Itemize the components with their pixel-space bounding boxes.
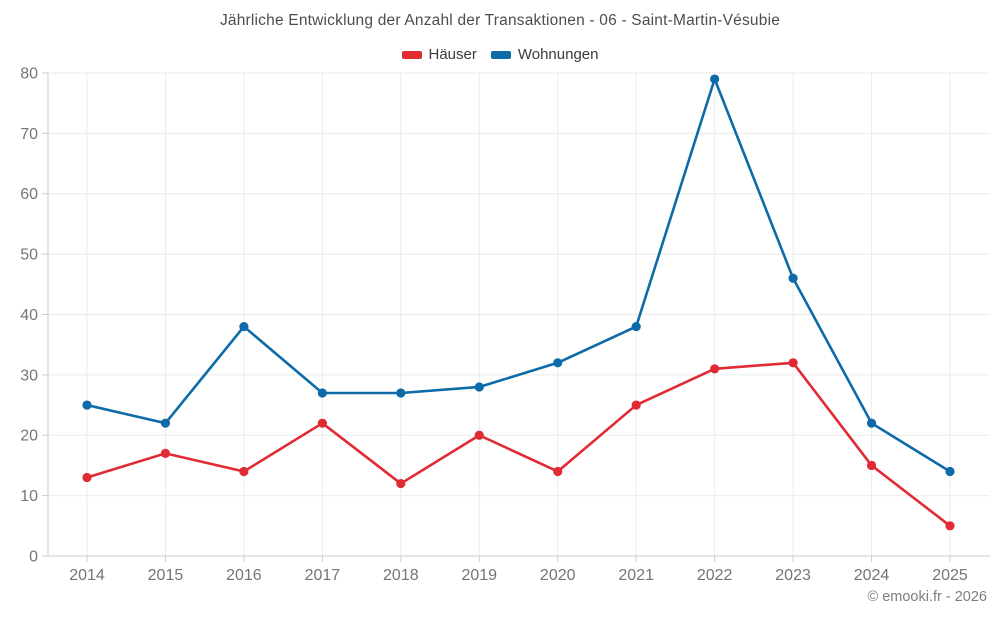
legend-item-wohnungen[interactable]: Wohnungen	[490, 46, 599, 63]
data-point-h-user-2019[interactable]	[474, 430, 484, 440]
x-tick-label-2017: 2017	[305, 567, 341, 584]
copyright-footer: © emooki.fr - 2026	[867, 589, 987, 605]
series-line-wohnungen	[85, 77, 952, 473]
y-tick-label-50: 50	[20, 247, 38, 264]
x-tick-label-2014: 2014	[69, 567, 105, 584]
series-h-user	[82, 358, 955, 531]
x-tick-label-2015: 2015	[148, 567, 184, 584]
data-point-wohnungen-2019[interactable]	[474, 382, 484, 392]
series-line-h-user	[85, 361, 952, 528]
data-point-wohnungen-2023[interactable]	[788, 273, 798, 283]
data-point-wohnungen-2017[interactable]	[317, 388, 327, 398]
y-tick-label-0: 0	[29, 548, 38, 565]
data-point-wohnungen-2022[interactable]	[710, 74, 720, 84]
x-tick-label-2024: 2024	[854, 567, 890, 584]
data-point-h-user-2015[interactable]	[160, 448, 171, 458]
data-point-h-user-2020[interactable]	[553, 466, 563, 477]
legend-label: Wohnungen	[517, 46, 599, 63]
y-tick-label-40: 40	[20, 307, 38, 324]
data-point-wohnungen-2021[interactable]	[631, 321, 641, 332]
x-tick-label-2025: 2025	[932, 567, 968, 584]
data-point-h-user-2016[interactable]	[239, 466, 249, 477]
data-point-h-user-2021[interactable]	[631, 400, 641, 410]
x-tick-label-2018: 2018	[383, 567, 419, 584]
legend-swatch-wohnungen	[490, 50, 511, 59]
y-tick-label-80: 80	[20, 65, 38, 82]
data-point-wohnungen-2014[interactable]	[82, 400, 92, 410]
data-point-wohnungen-2015[interactable]	[160, 418, 171, 428]
x-tick-label-2022: 2022	[697, 567, 733, 584]
series-wohnungen	[82, 74, 955, 477]
y-tick-label-70: 70	[20, 126, 38, 143]
legend-swatch-h-user	[401, 50, 422, 59]
x-tick-label-2020: 2020	[540, 567, 576, 584]
data-point-h-user-2014[interactable]	[82, 472, 92, 483]
legend-item-h-user[interactable]: Häuser	[401, 46, 477, 63]
data-point-h-user-2025[interactable]	[945, 521, 955, 531]
data-point-h-user-2022[interactable]	[710, 364, 720, 374]
data-point-wohnungen-2024[interactable]	[866, 418, 877, 428]
y-tick-label-60: 60	[20, 186, 38, 203]
y-tick-label-10: 10	[20, 488, 38, 505]
data-point-wohnungen-2018[interactable]	[396, 388, 406, 398]
data-point-wohnungen-2016[interactable]	[239, 321, 249, 332]
data-point-wohnungen-2020[interactable]	[553, 358, 563, 368]
legend-label: Häuser	[428, 46, 477, 63]
data-point-h-user-2023[interactable]	[788, 358, 798, 368]
data-point-wohnungen-2025[interactable]	[945, 466, 955, 477]
chart-title: Jährliche Entwicklung der Anzahl der Tra…	[219, 12, 781, 29]
data-point-h-user-2018[interactable]	[396, 478, 406, 489]
x-tick-label-2021: 2021	[618, 567, 654, 584]
y-tick-label-20: 20	[20, 428, 38, 445]
data-point-h-user-2017[interactable]	[317, 418, 327, 428]
y-tick-label-30: 30	[20, 367, 38, 384]
chart-legend: Häuser Wohnungen	[0, 46, 1000, 63]
data-point-h-user-2024[interactable]	[866, 460, 877, 471]
x-tick-label-2023: 2023	[775, 567, 811, 584]
x-tick-label-2019: 2019	[461, 567, 497, 584]
x-tick-label-2016: 2016	[226, 567, 262, 584]
gridlines	[48, 72, 990, 556]
axes: 0 10 20 30 40 50 60 70 80 2014 2015 2016 2017 2018 201…	[20, 65, 990, 584]
